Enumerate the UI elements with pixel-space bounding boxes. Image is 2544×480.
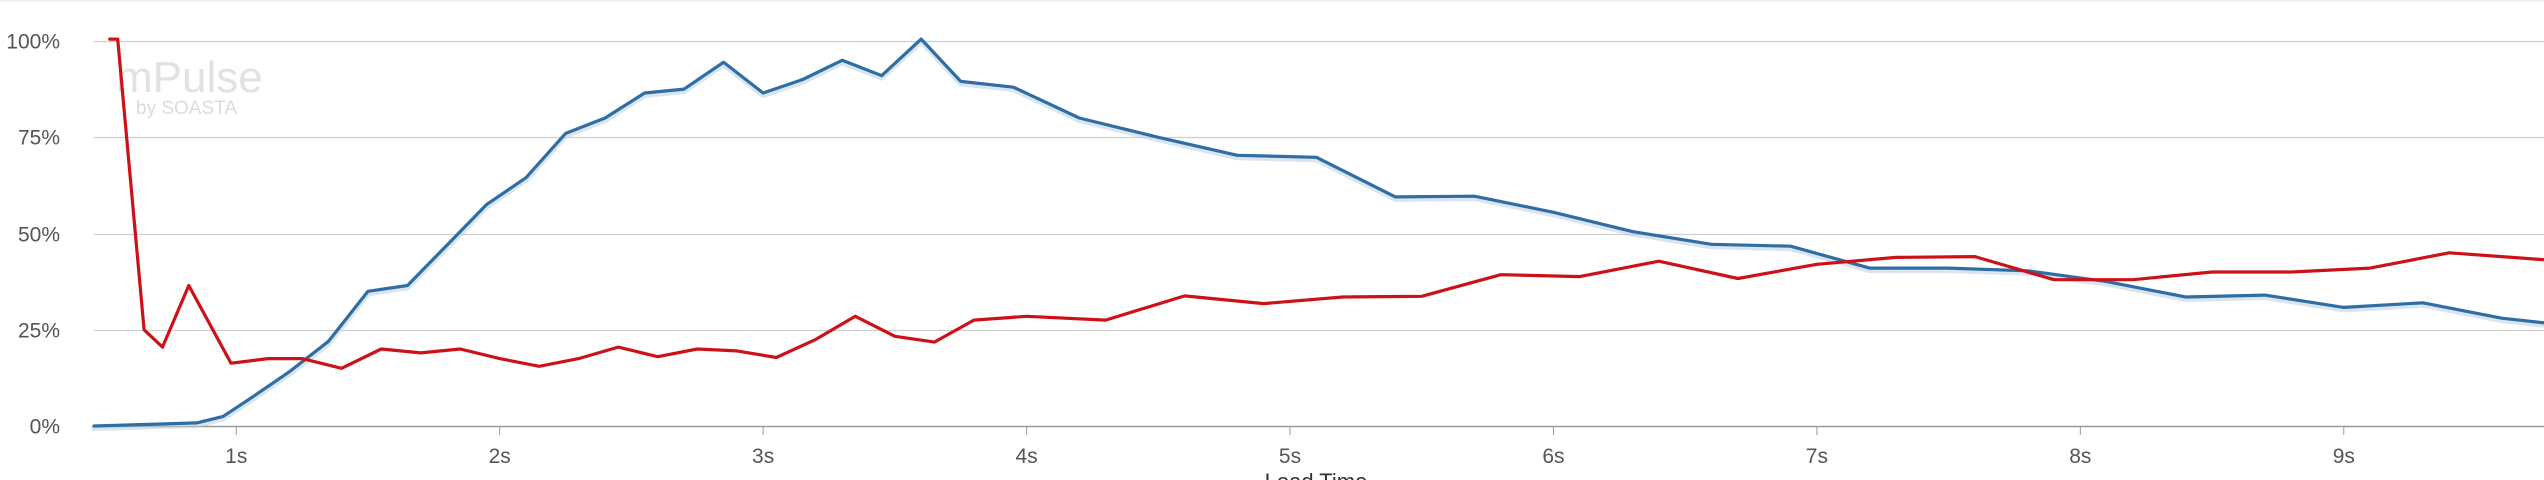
mpulse-watermark: mPulse by SOASTA	[116, 53, 263, 119]
series-line-shadow	[110, 41, 2544, 370]
x-tick-label: 6s	[1542, 445, 1564, 468]
series-line-blue	[92, 37, 2544, 428]
x-tick-label: 7s	[1806, 445, 1828, 468]
x-tick-label: 5s	[1279, 445, 1301, 468]
tick-labels: 0% 25% 50% 75% 100% 1s 2s 3s 4s 5s 6s 7s 8s 9s	[6, 31, 2355, 469]
x-tick-label: 4s	[1015, 445, 1037, 468]
series-layer	[91, 37, 2544, 431]
x-axis-title: Load Time	[1265, 469, 1368, 480]
x-tick-label: 9s	[2333, 445, 2355, 468]
grid-layer	[0, 0, 2544, 435]
y-tick-label: 75%	[18, 127, 60, 150]
x-tick-label: 8s	[2069, 445, 2091, 468]
watermark-byline: by SOASTA	[136, 98, 237, 119]
watermark-brand: mPulse	[116, 53, 263, 102]
x-tick-label: 2s	[489, 445, 511, 468]
y-tick-label: 25%	[18, 320, 60, 343]
y-tick-label: 0%	[30, 416, 60, 439]
series-line-red	[108, 37, 2544, 370]
y-tick-label: 50%	[18, 224, 60, 247]
x-tick-label: 3s	[752, 445, 774, 468]
x-tick-label: 1s	[225, 445, 247, 468]
y-tick-label: 100%	[6, 31, 60, 54]
